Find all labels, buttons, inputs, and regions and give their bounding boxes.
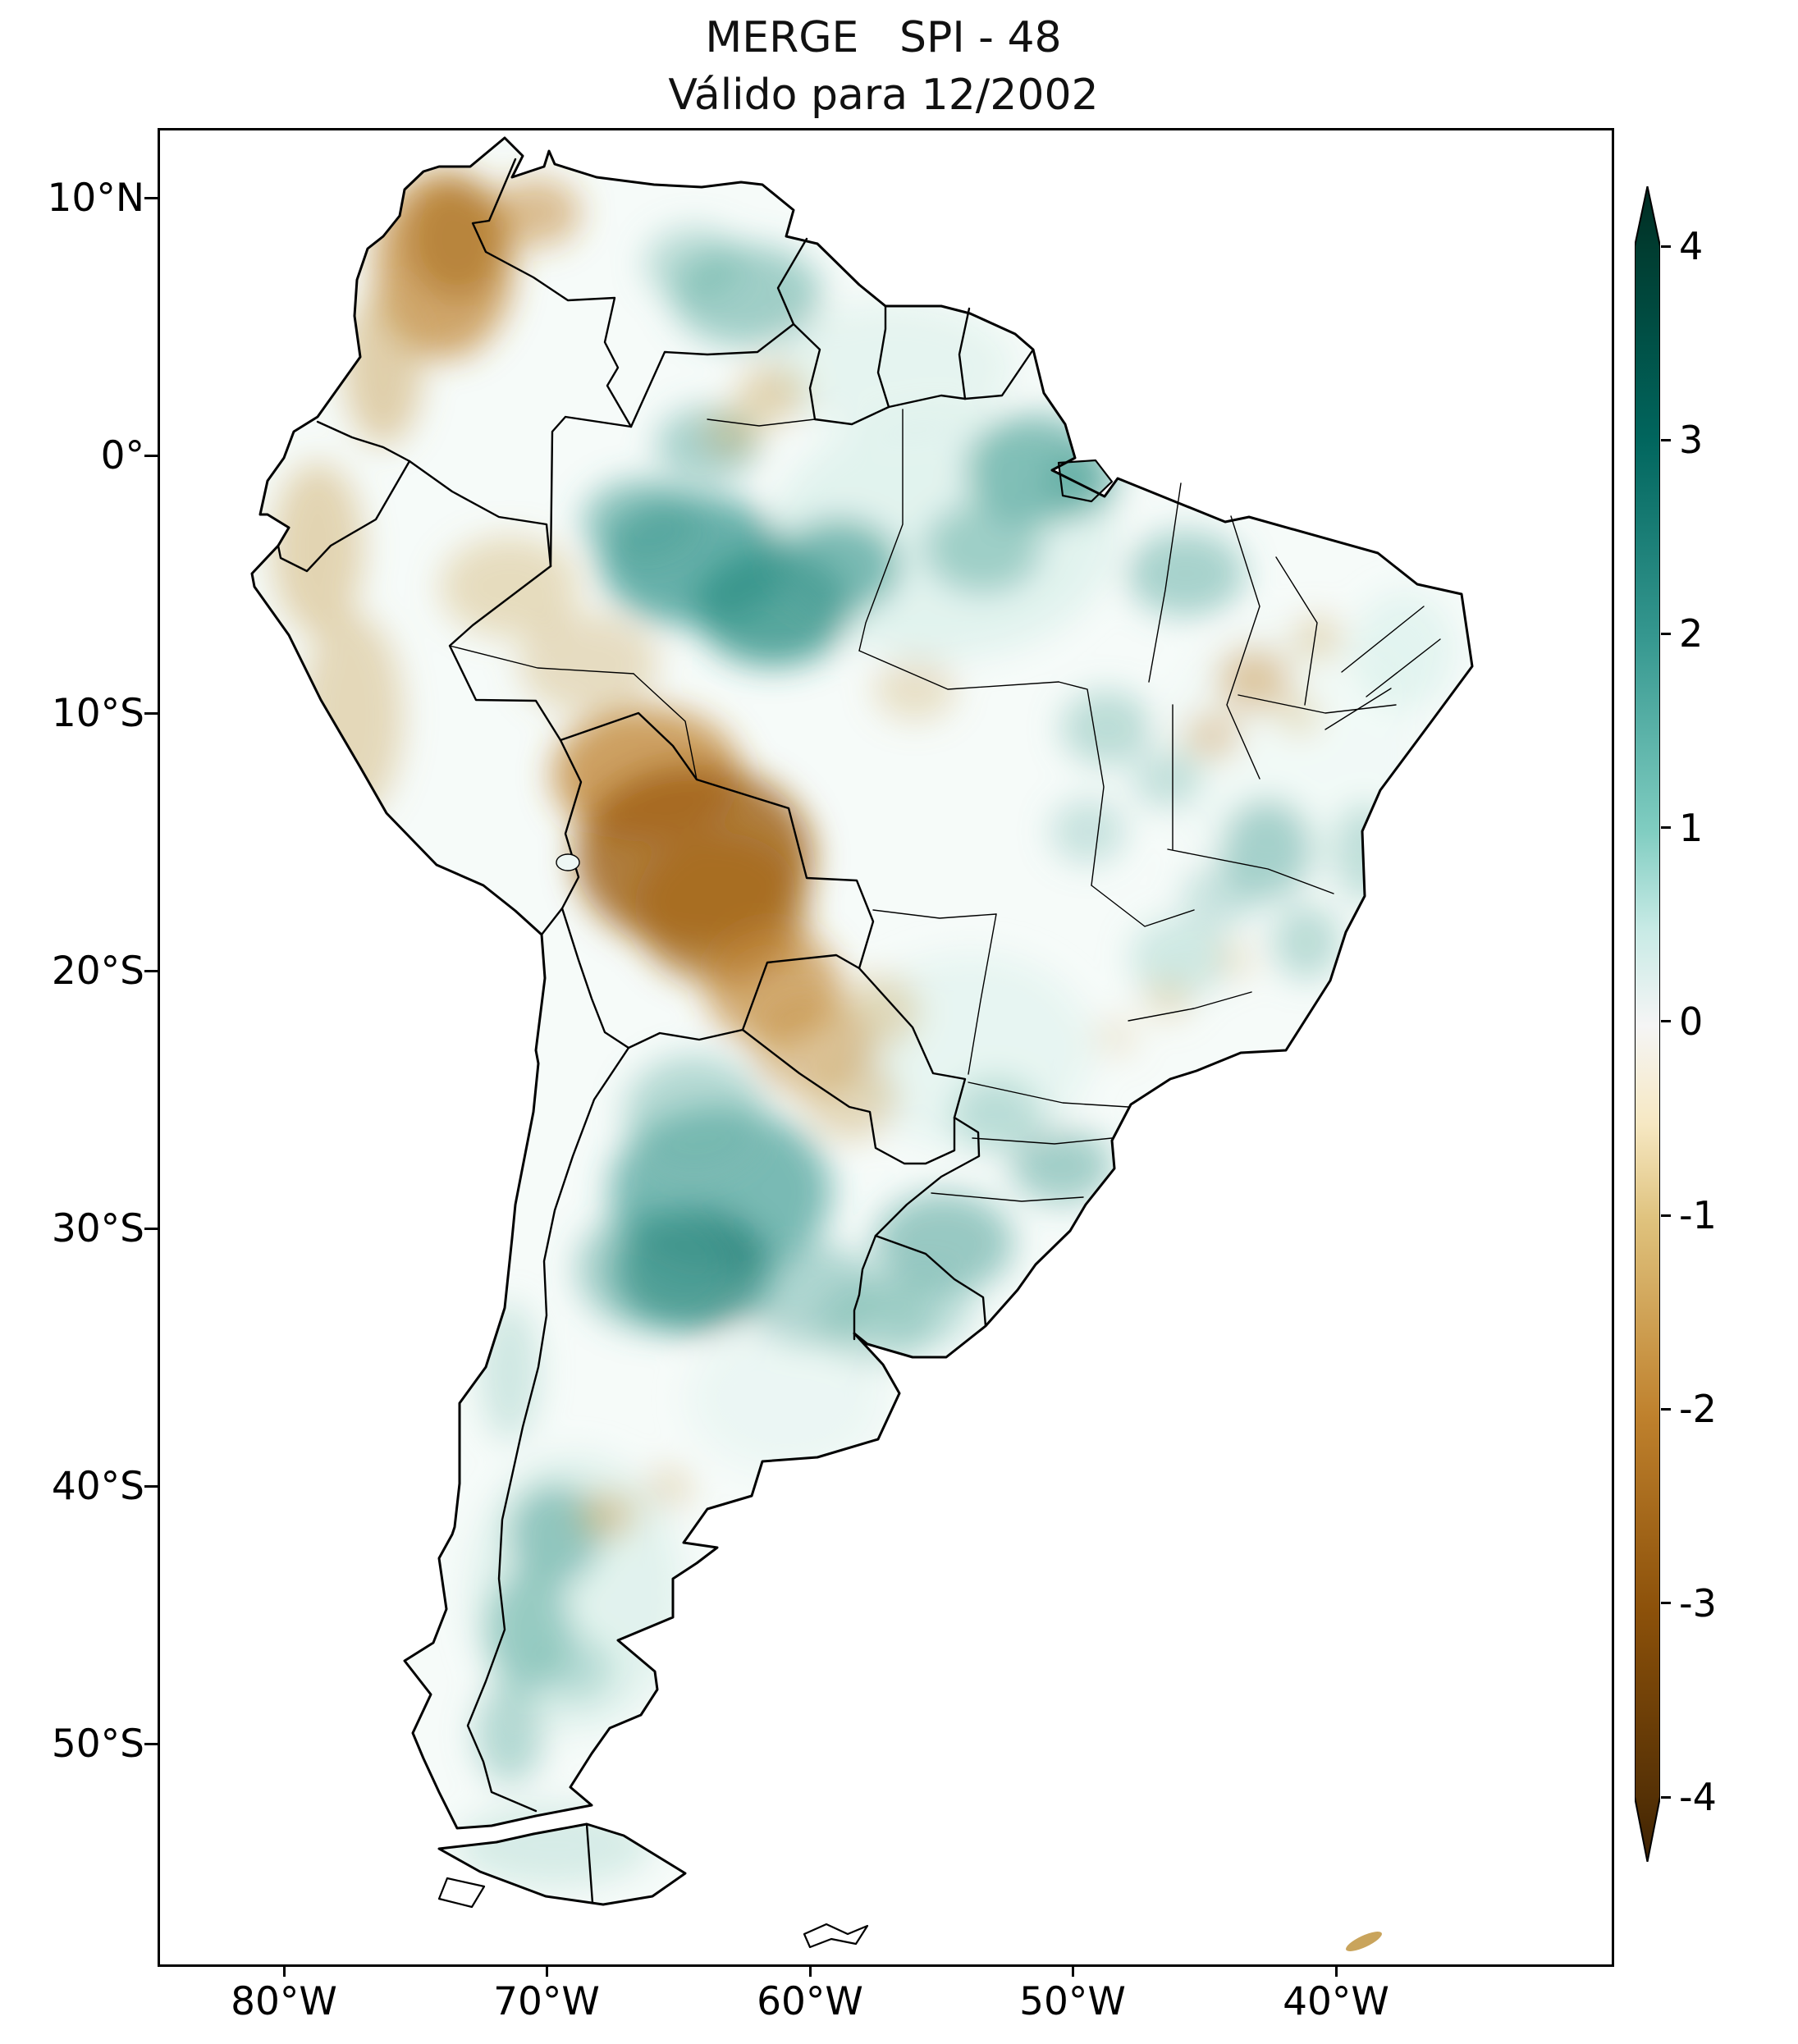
figure-title: MERGE SPI - 48 <box>705 13 1062 62</box>
x-axis-tick-label: 50°W <box>1019 1979 1126 2024</box>
south-america-map <box>250 136 1474 1951</box>
x-axis-tick-label: 40°W <box>1283 1979 1389 2024</box>
map-plot-area: INPE <box>158 128 1614 1967</box>
y-axis-tick-label: 10°N <box>47 176 144 221</box>
colorbar-tick-label: 0 <box>1679 999 1704 1044</box>
x-axis-tick-label: 80°W <box>231 1979 337 2024</box>
y-axis-tick <box>144 1743 158 1745</box>
colorbar-tick-label: 1 <box>1679 806 1704 850</box>
colorbar-tick-label: -3 <box>1679 1581 1717 1626</box>
x-axis-tick <box>546 1964 548 1977</box>
colorbar-tick-label: -2 <box>1679 1387 1717 1431</box>
y-axis-tick <box>144 455 158 457</box>
state-borders <box>449 409 1441 1202</box>
colorbar-tick <box>1661 245 1671 248</box>
colorbar-tick <box>1661 1214 1671 1217</box>
colorbar-tick <box>1661 826 1671 829</box>
colorbar-tick-label: 3 <box>1679 418 1704 462</box>
colorbar-tick <box>1661 1020 1671 1022</box>
colorbar-tick-label: -4 <box>1679 1775 1717 1819</box>
colorbar-tick <box>1661 633 1671 635</box>
y-axis-tick-label: 10°S <box>51 691 144 736</box>
y-axis-tick-label: 40°S <box>51 1464 144 1509</box>
y-axis-tick-label: 50°S <box>51 1722 144 1767</box>
colorbar-tick <box>1661 1408 1671 1411</box>
y-axis-tick-label: 20°S <box>51 949 144 994</box>
figure-subtitle: Válido para 12/2002 <box>668 71 1099 120</box>
colorbar-tick-label: -1 <box>1679 1193 1717 1237</box>
colorbar-tick-label: 2 <box>1679 611 1704 656</box>
y-axis-tick-label: 30°S <box>51 1206 144 1251</box>
colorbar-tick <box>1661 439 1671 441</box>
x-axis-tick-label: 60°W <box>757 1979 863 2024</box>
country-borders <box>277 158 1035 1905</box>
colorbar-tick-label: 4 <box>1679 224 1704 268</box>
inpe-logo: INPE <box>1573 1909 1798 2044</box>
spi-field <box>252 138 1472 1905</box>
y-axis-tick <box>144 970 158 972</box>
colorbar <box>1635 186 1660 1862</box>
x-axis-tick <box>283 1964 286 1977</box>
x-axis-tick-label: 70°W <box>493 1979 600 2024</box>
x-axis-tick <box>809 1964 812 1977</box>
lake-titicaca <box>556 853 580 871</box>
x-axis-tick <box>1335 1964 1338 1977</box>
island-spi-speck <box>1346 1932 1382 1951</box>
y-axis-tick-label: 0° <box>100 433 144 478</box>
y-axis-tick <box>144 1228 158 1230</box>
y-axis-tick <box>144 712 158 715</box>
y-axis-tick <box>144 197 158 199</box>
colorbar-tick <box>1661 1602 1671 1604</box>
y-axis-tick <box>144 1485 158 1488</box>
x-axis-tick <box>1072 1964 1074 1977</box>
colorbar-gradient <box>1635 186 1660 1862</box>
colorbar-tick <box>1661 1796 1671 1799</box>
coastline <box>250 136 1474 1949</box>
